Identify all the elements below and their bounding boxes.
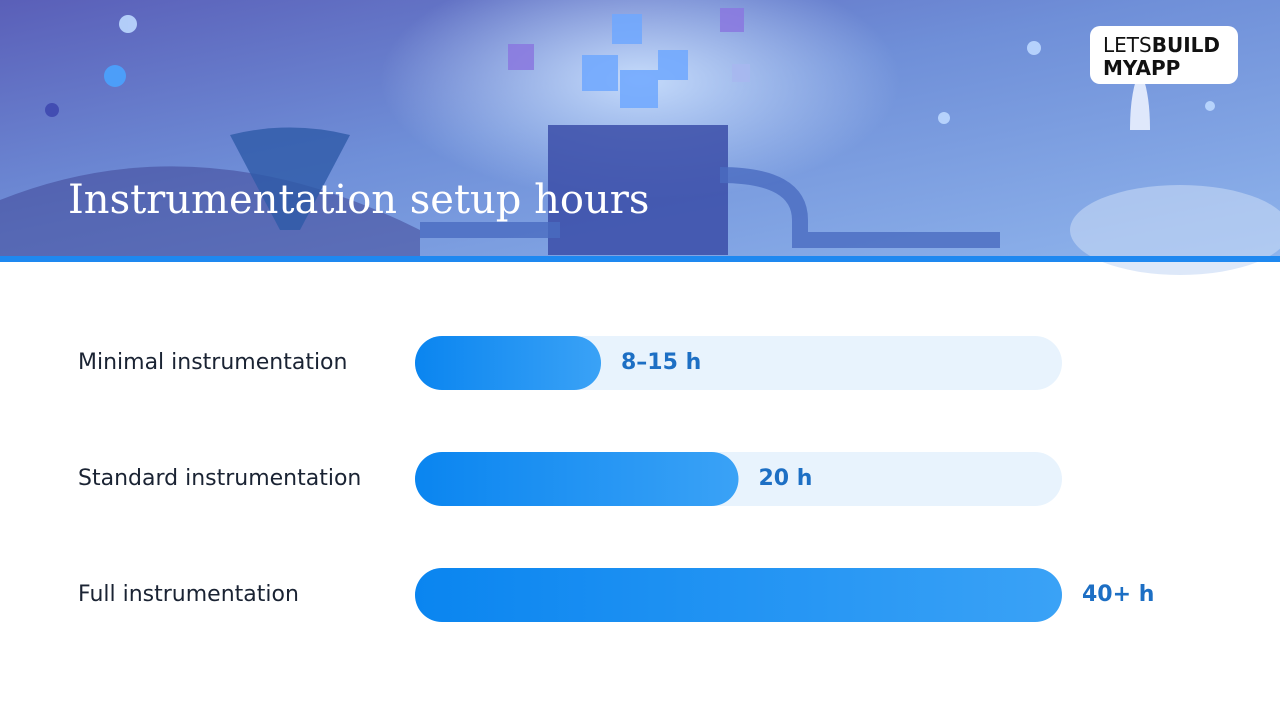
- value-label: 8–15 h: [621, 350, 701, 375]
- category-label: Minimal instrumentation: [78, 350, 347, 375]
- bar: [415, 336, 602, 390]
- logo-text: MYAPP: [1103, 56, 1180, 80]
- banner: Instrumentation setup hours: [0, 0, 1280, 275]
- chart-title: Instrumentation setup hours: [68, 177, 649, 223]
- category-label: Standard instrumentation: [78, 466, 361, 491]
- category-label: Full instrumentation: [78, 582, 299, 607]
- bar: [415, 452, 739, 506]
- bar: [415, 568, 1062, 622]
- logo-text: LETSBUILD: [1103, 33, 1220, 57]
- bar-chart: Minimal instrumentation 8–15 h Standard in…: [78, 336, 1154, 622]
- logo-text: LETS: [1103, 33, 1152, 57]
- value-label: 20 h: [759, 466, 813, 491]
- value-label: 40+ h: [1082, 582, 1154, 607]
- logo: LETSBUILD MYAPP: [1090, 26, 1238, 84]
- logo-text: BUILD: [1152, 33, 1220, 57]
